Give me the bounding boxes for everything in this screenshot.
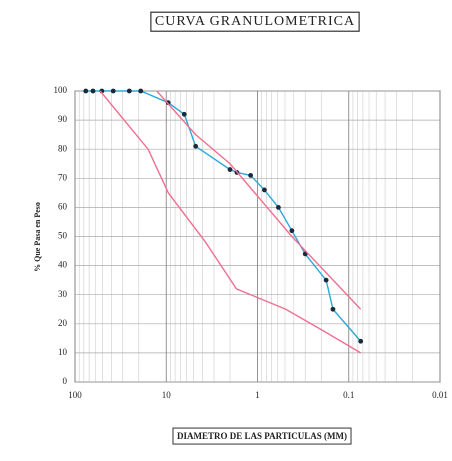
y-tick-label: 0 [63, 376, 68, 386]
data-point [193, 143, 199, 149]
data-point [358, 338, 364, 344]
data-point [110, 88, 116, 94]
data-point [83, 88, 89, 94]
x-tick-label: 0.01 [432, 390, 448, 400]
data-point [90, 88, 96, 94]
data-point [227, 167, 233, 172]
y-axis-label: % Que Pasa en Peso [33, 202, 42, 272]
y-tick-label: 70 [58, 172, 68, 182]
data-point [276, 205, 281, 210]
data-point [330, 306, 336, 312]
chart-title: CURVA GRANULOMETRICA [155, 14, 355, 29]
data-point [262, 187, 267, 193]
data-point [138, 88, 144, 94]
x-tick-label: 0.1 [343, 390, 354, 400]
data-point [126, 88, 132, 94]
title-box [150, 11, 360, 32]
y-tick-label: 30 [58, 289, 68, 299]
y-tick-label: 60 [58, 201, 68, 211]
x-tick-label: 10 [162, 390, 172, 400]
y-tick-label: 20 [58, 318, 68, 328]
x-tick-label: 100 [68, 390, 82, 400]
data-point [181, 111, 187, 117]
x-label-box [172, 427, 352, 445]
data-line [99, 90, 362, 354]
data-point [323, 277, 329, 283]
y-tick-label: 40 [58, 260, 68, 270]
y-tick-label: 90 [58, 114, 68, 124]
x-tick-label: 1 [255, 390, 260, 400]
y-tick-label: 100 [54, 85, 68, 95]
x-axis-label: DIAMETRO DE LAS PARTICULAS (MM) [177, 431, 347, 441]
data-point [289, 228, 295, 234]
data-point [248, 172, 254, 178]
y-tick-label: 10 [58, 347, 68, 357]
data-line [156, 90, 362, 310]
y-tick-label: 50 [58, 231, 68, 241]
data-line [85, 90, 362, 342]
y-tick-label: 80 [58, 143, 68, 153]
